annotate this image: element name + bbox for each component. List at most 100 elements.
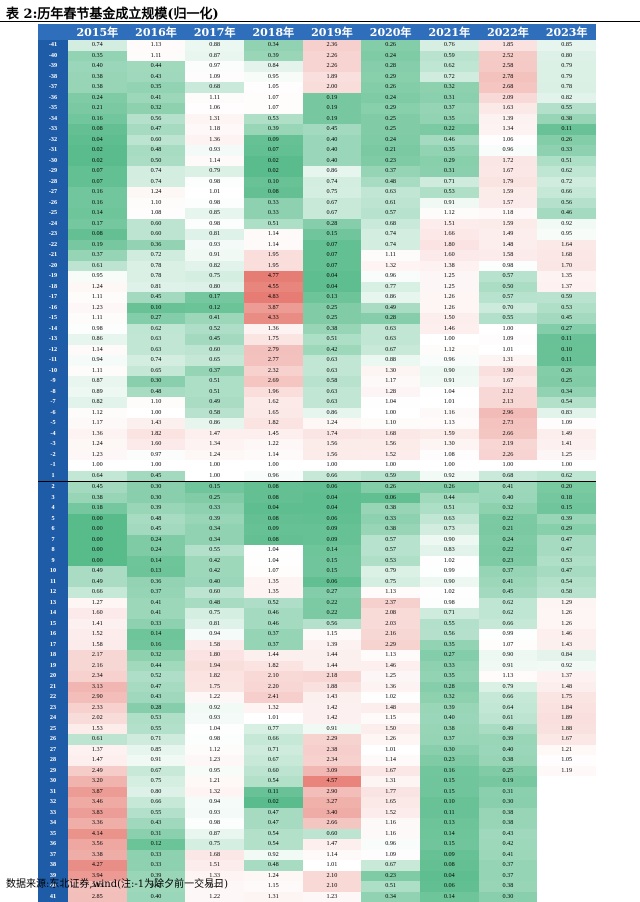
value-cell: 0.33 (537, 145, 596, 156)
value-cell: 2.16 (361, 629, 420, 640)
value-cell: 1.24 (127, 187, 186, 198)
value-cell: 0.16 (127, 640, 186, 651)
value-cell: 0.58 (537, 587, 596, 598)
row-label: 25 (38, 724, 68, 735)
value-cell: 0.48 (244, 860, 303, 871)
value-cell: 0.04 (420, 871, 479, 882)
value-cell: 1.52 (361, 450, 420, 461)
value-cell: 1.82 (244, 418, 303, 429)
value-cell: 1.14 (68, 345, 127, 356)
value-cell: 1.24 (303, 418, 362, 429)
value-cell: 1.48 (361, 703, 420, 714)
value-cell: 0.84 (244, 61, 303, 72)
value-cell: 1.68 (361, 429, 420, 440)
value-cell: 0.08 (244, 493, 303, 504)
row-label: -32 (38, 135, 68, 146)
value-cell: 0.81 (127, 282, 186, 293)
value-cell: 0.83 (420, 545, 479, 556)
value-cell: 0.25 (361, 124, 420, 135)
value-cell: 0.40 (479, 745, 538, 756)
value-cell: 0.85 (537, 40, 596, 51)
value-cell: 1.36 (185, 135, 244, 146)
value-cell (537, 797, 596, 808)
value-cell: 2.09 (479, 93, 538, 104)
value-cell: 0.16 (68, 187, 127, 198)
row-label: 18 (38, 650, 68, 661)
value-cell: 0.67 (361, 345, 420, 356)
value-cell: 0.31 (420, 93, 479, 104)
value-cell: 3.20 (68, 776, 127, 787)
value-cell: 1.17 (361, 376, 420, 387)
value-cell: 0.11 (537, 124, 596, 135)
value-cell: 1.41 (537, 439, 596, 450)
value-cell: 1.26 (420, 303, 479, 314)
value-cell: 1.50 (361, 724, 420, 735)
row-label: -6 (38, 408, 68, 419)
value-cell: 0.97 (127, 450, 186, 461)
value-cell: 0.94 (68, 355, 127, 366)
value-cell: 0.29 (361, 103, 420, 114)
row-label: -37 (38, 82, 68, 93)
value-cell: 0.38 (479, 818, 538, 829)
value-cell: 1.62 (244, 397, 303, 408)
value-cell: 0.43 (127, 72, 186, 83)
value-cell: 2.13 (479, 397, 538, 408)
value-cell: 0.44 (420, 493, 479, 504)
value-cell: 0.49 (361, 303, 420, 314)
value-cell: 1.16 (420, 408, 479, 419)
row-label: 5 (38, 514, 68, 525)
value-cell: 0.08 (68, 124, 127, 135)
value-cell: 0.62 (537, 166, 596, 177)
value-cell: 0.07 (303, 261, 362, 272)
row-label: -5 (38, 418, 68, 429)
value-cell: 0.08 (420, 860, 479, 871)
value-cell: 0.28 (361, 313, 420, 324)
row-label: 21 (38, 682, 68, 693)
value-cell: 0.90 (420, 577, 479, 588)
value-cell: 1.04 (361, 397, 420, 408)
row-label: 35 (38, 829, 68, 840)
value-cell: 1.00 (244, 460, 303, 471)
row-label: -27 (38, 187, 68, 198)
value-cell: 0.67 (303, 198, 362, 209)
value-cell: 0.09 (303, 535, 362, 546)
value-cell: 0.64 (479, 703, 538, 714)
value-cell: 0.51 (420, 503, 479, 514)
value-cell: 0.02 (244, 156, 303, 167)
value-cell: 1.94 (185, 661, 244, 672)
row-label: -4 (38, 429, 68, 440)
value-cell: 0.61 (68, 734, 127, 745)
value-cell: 2.00 (303, 82, 362, 93)
value-cell: 0.48 (127, 387, 186, 398)
value-cell: 2.90 (303, 787, 362, 798)
value-cell: 0.46 (244, 619, 303, 630)
value-cell: 1.22 (244, 439, 303, 450)
value-cell: 0.11 (537, 355, 596, 366)
value-cell: 2.52 (479, 51, 538, 62)
value-cell: 2.90 (68, 692, 127, 703)
value-cell: 1.02 (420, 587, 479, 598)
value-cell: 0.23 (361, 871, 420, 882)
value-cell: 2.66 (303, 818, 362, 829)
value-cell: 1.00 (361, 460, 420, 471)
value-cell: 1.13 (127, 40, 186, 51)
value-cell: 2.69 (244, 376, 303, 387)
value-cell: 0.60 (127, 135, 186, 146)
value-cell: 0.25 (303, 313, 362, 324)
value-cell: 0.23 (420, 755, 479, 766)
value-cell: 1.51 (185, 860, 244, 871)
value-cell: 0.80 (185, 282, 244, 293)
value-cell: 0.55 (479, 313, 538, 324)
